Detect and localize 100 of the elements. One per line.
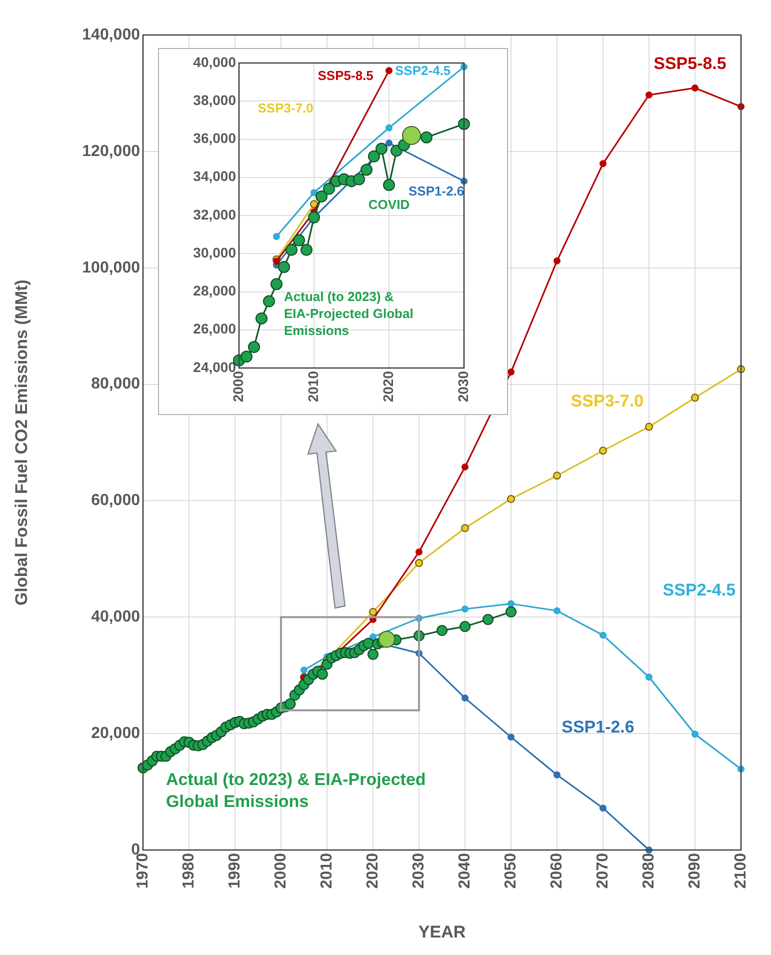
point: [240, 350, 252, 363]
point: [691, 394, 699, 402]
point: [462, 694, 468, 702]
point: [460, 620, 470, 632]
y-tick-label: 26,000: [193, 320, 236, 337]
point: [369, 608, 377, 616]
annotation: COVID: [368, 197, 410, 212]
point: [599, 446, 607, 455]
x-axis-title: YEAR: [418, 922, 466, 942]
point: [420, 131, 432, 144]
x-tick-label: 2020: [380, 370, 396, 402]
point: [646, 674, 652, 681]
point: [378, 630, 396, 648]
point: [692, 84, 698, 92]
series-label: SSP3-7.0: [570, 391, 644, 410]
x-tick-label: 2060: [548, 852, 566, 889]
series-label: SSP1-2.6: [408, 183, 464, 198]
point: [462, 605, 468, 612]
x-tick-label: 1980: [180, 852, 198, 889]
text: SSP2-4.5: [662, 580, 736, 600]
y-tick-label: 36,000: [193, 130, 236, 146]
point: [368, 648, 378, 660]
y-tick-label: 40,000: [91, 608, 140, 626]
point: [316, 190, 328, 202]
y-tick-label: 20,000: [91, 724, 140, 742]
point: [508, 734, 514, 741]
x-tick-label: 2100: [732, 852, 750, 889]
point: [310, 200, 318, 208]
series-label: SSP2-4.5: [395, 63, 451, 78]
y-tick-label: 80,000: [91, 376, 140, 393]
point: [273, 232, 280, 240]
point: [600, 804, 606, 812]
point: [461, 524, 469, 532]
point: [386, 140, 392, 147]
x-tick-label: 2000: [230, 370, 246, 402]
point: [284, 698, 296, 710]
point: [368, 150, 380, 162]
x-tick-label: 2010: [304, 370, 321, 402]
point: [293, 234, 305, 246]
point: [310, 189, 318, 196]
point: [248, 341, 260, 354]
point: [600, 632, 606, 639]
text: SSP3-7.0: [258, 100, 314, 116]
point: [436, 625, 448, 636]
y-axis-title: Global Fossil Fuel CO2 Emissions (MMt): [12, 280, 31, 606]
point: [416, 548, 422, 556]
point: [554, 607, 560, 614]
point: [300, 244, 312, 256]
y-tick-label: 100,000: [82, 259, 140, 276]
point: [402, 126, 421, 145]
point: [646, 91, 652, 98]
point: [482, 614, 494, 625]
y-tick-label: 34,000: [193, 168, 236, 184]
x-tick-label: 2050: [502, 852, 520, 889]
x-tick-label: 2020: [364, 852, 382, 889]
x-tick-label: 1990: [226, 852, 244, 889]
point: [415, 559, 423, 568]
point: [278, 260, 290, 273]
point: [360, 164, 372, 176]
point: [645, 422, 653, 431]
y-tick-label: 28,000: [193, 282, 236, 299]
series-label: SSP5-8.5: [318, 68, 374, 83]
point: [506, 606, 516, 618]
point: [273, 258, 280, 265]
y-tick-label: 32,000: [193, 206, 236, 222]
x-tick-label: 2030: [454, 370, 471, 402]
point: [316, 668, 328, 680]
point: [263, 295, 275, 308]
x-tick-label: 2090: [686, 852, 704, 889]
point: [270, 278, 282, 290]
y-tick-label: 30,000: [193, 244, 236, 260]
x-tick-label: 2080: [640, 852, 658, 889]
series-label: Actual (to 2023) & EIA-Projected Global Emissions: [166, 770, 426, 811]
x-tick-label: 2040: [456, 852, 474, 889]
point: [362, 638, 374, 649]
point: [386, 124, 392, 132]
y-tick-label: 120,000: [82, 142, 140, 160]
point: [553, 472, 561, 480]
point: [507, 494, 515, 503]
point: [692, 730, 698, 738]
x-tick-label: 2030: [410, 852, 428, 889]
series-label: SSP1-2.6: [562, 717, 634, 736]
point: [286, 244, 298, 256]
point: [462, 463, 468, 470]
y-tick-label: 38,000: [193, 92, 236, 108]
point: [554, 771, 560, 778]
series-label: Actual (to 2023) & EIA-Projected Global Emissions: [284, 289, 414, 338]
x-tick-label: 2070: [594, 852, 612, 889]
point: [383, 179, 395, 191]
y-tick-label: 60,000: [91, 492, 140, 510]
point: [508, 600, 514, 608]
x-tick-label: 2010: [318, 852, 336, 889]
series-label: SSP5-8.5: [654, 54, 726, 73]
point: [458, 118, 470, 130]
point: [256, 312, 268, 324]
y-tick-label: 40,000: [193, 54, 236, 70]
point: [554, 257, 560, 264]
x-tick-label: 2000: [272, 852, 290, 889]
point: [300, 666, 308, 674]
point: [386, 67, 392, 74]
